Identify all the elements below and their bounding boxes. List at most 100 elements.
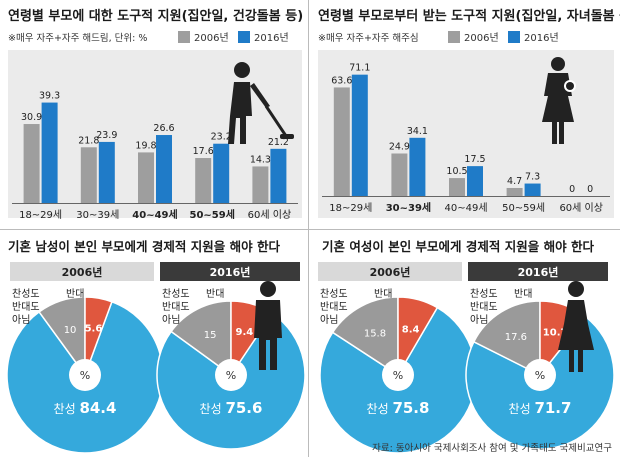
legend-label: 2016년 xyxy=(524,32,559,44)
bar-2016년-60세 이상 xyxy=(270,148,287,203)
data-label: 71.1 xyxy=(349,63,370,74)
pie-year-header xyxy=(10,262,154,281)
pie-label-neutral: 찬성도 xyxy=(12,288,40,300)
bar-2006년-60세 이상 xyxy=(252,166,269,203)
chart-note: ※매우 자주+자주 해드림, 단위: % xyxy=(8,32,147,44)
pie-year-label: 2016년 xyxy=(518,265,559,279)
pie-year-header xyxy=(468,262,608,281)
category-label: 50~59세 xyxy=(189,208,234,221)
data-label: 17.6 xyxy=(193,146,214,157)
chart-title: 연령별 부모로부터 받는 도구적 지원(집안일, 자녀돌봄 등) xyxy=(318,8,620,24)
pie-slice-no xyxy=(397,296,439,378)
bar-2006년-40~49세 xyxy=(138,152,154,203)
bar-2016년-30~39세 xyxy=(98,141,115,203)
bar-chart-parent-support-given: 연령별 부모에 대한 도구적 지원(집안일, 건강돌봄 등) ※매우 자주+자주 … xyxy=(8,8,303,221)
woman-icon xyxy=(558,281,594,372)
legend-swatch-2016년 xyxy=(508,31,520,43)
pie-value-yes: 찬성 75.8 xyxy=(367,399,430,417)
pie-year-label: 2016년 xyxy=(210,265,251,279)
pie-year-header xyxy=(318,262,462,281)
bar-2016년-40~49세 xyxy=(156,135,172,203)
category-label: 30~39세 xyxy=(76,209,119,221)
mother-baby-icon xyxy=(542,57,576,144)
pie-value-neutral: 17.6 xyxy=(505,332,527,343)
data-label: 24.9 xyxy=(389,142,410,153)
source-note: 자료: 동아시아 국제사회조사 참여 및 가족태도 국제비교연구 xyxy=(372,442,612,454)
pie-slice-neutral xyxy=(331,296,399,377)
bar-2016년-50~59세 xyxy=(213,143,230,203)
pie-value-neutral: 15 xyxy=(204,330,217,341)
pie-label-neutral: 찬성도 xyxy=(162,288,190,300)
pie-label-no: 반대 xyxy=(206,288,224,300)
bar-2006년-50~59세 xyxy=(506,187,523,196)
pie-label-no: 반대 xyxy=(514,288,532,300)
category-label: 18~29세 xyxy=(19,209,62,221)
data-label: 10.5 xyxy=(446,166,467,177)
data-label: 21.2 xyxy=(268,137,289,148)
data-label: 34.1 xyxy=(407,126,428,137)
legend-swatch-2006년 xyxy=(178,31,190,43)
pie-value-yes: 찬성 71.7 xyxy=(509,399,572,417)
pie-value-no: 9.4 xyxy=(235,327,253,338)
pie-value-neutral: 10 xyxy=(64,325,77,336)
pie-label-neutral: 아님 xyxy=(470,314,488,326)
pie-label-neutral: 반대도 xyxy=(12,301,40,313)
pie-label-neutral: 반대도 xyxy=(162,301,190,313)
data-label: 7.3 xyxy=(525,172,540,183)
bar-2006년-40~49세 xyxy=(449,178,465,196)
bar-2016년-30~39세 xyxy=(409,137,426,196)
pie-value-neutral: 15.8 xyxy=(364,328,386,339)
pie-section: 기혼 남성이 본인 부모에게 경제적 지원을 해야 한다 기혼 여성이 본인 부모… xyxy=(6,239,615,454)
pie-slice-no xyxy=(84,296,113,376)
bar-2006년-18~29세 xyxy=(23,124,40,203)
data-label: 63.6 xyxy=(331,75,352,86)
data-label: 0 xyxy=(587,184,593,195)
bar-2006년-50~59세 xyxy=(195,158,212,203)
data-label: 4.7 xyxy=(507,176,522,187)
pie-value-no: 5.6 xyxy=(85,323,103,334)
pie-center xyxy=(215,359,247,391)
pie-unit-label: % xyxy=(535,369,545,382)
bar-2016년-50~59세 xyxy=(524,183,541,196)
pie-label-neutral: 반대도 xyxy=(470,301,498,313)
pie-slice-neutral xyxy=(170,300,232,377)
pie-label-no: 반대 xyxy=(66,288,84,300)
pie-unit-label: % xyxy=(393,369,403,382)
category-label: 40~49세 xyxy=(132,208,177,221)
pie-year-label: 2006년 xyxy=(62,265,103,279)
pie-unit-label: % xyxy=(80,369,90,382)
pie-slice-neutral xyxy=(472,300,541,377)
pie-label-neutral: 찬성도 xyxy=(470,288,498,300)
data-label: 26.6 xyxy=(153,123,174,134)
pie-label-neutral: 아님 xyxy=(12,314,30,326)
data-label: 30.9 xyxy=(21,112,42,123)
pie-value-yes: 찬성 84.4 xyxy=(54,399,117,417)
pie-value-no: 8.4 xyxy=(402,324,420,335)
data-label: 17.5 xyxy=(464,154,485,165)
pie-year-label: 2006년 xyxy=(370,265,411,279)
category-label: 60세 이상 xyxy=(559,202,603,214)
pie-center xyxy=(69,359,101,391)
pie-label-neutral: 반대도 xyxy=(320,301,348,313)
chart-title: 연령별 부모에 대한 도구적 지원(집안일, 건강돌봄 등) xyxy=(8,8,303,24)
legend-label: 2016년 xyxy=(254,32,289,44)
pie-section-title: 기혼 여성이 본인 부모에게 경제적 지원을 해야 한다 xyxy=(322,239,594,254)
pie-year-header xyxy=(160,262,300,281)
pie-label-neutral: 찬성도 xyxy=(320,288,348,300)
data-label: 23.9 xyxy=(96,130,117,141)
bar-2016년-18~29세 xyxy=(351,74,368,196)
bar-chart-parent-support-received: 연령별 부모로부터 받는 도구적 지원(집안일, 자녀돌봄 등) ※매우 자주+자… xyxy=(318,8,620,218)
data-label: 23.2 xyxy=(211,132,232,143)
bar-2016년-18~29세 xyxy=(41,102,58,203)
data-label: 19.8 xyxy=(135,140,156,151)
legend-swatch-2006년 xyxy=(448,31,460,43)
chart-note: ※매우 자주+자주 해주심 xyxy=(318,32,419,44)
bar-2006년-18~29세 xyxy=(333,87,350,196)
man-icon xyxy=(254,281,282,370)
bar-2006년-30~39세 xyxy=(80,147,97,203)
legend-label: 2006년 xyxy=(464,32,499,44)
